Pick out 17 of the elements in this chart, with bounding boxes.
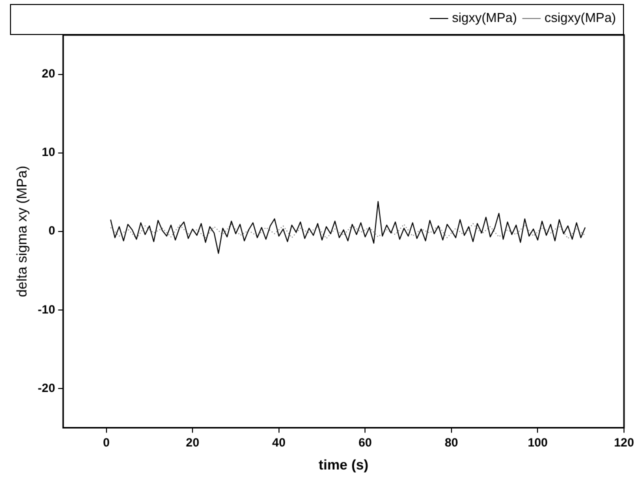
x-tick-label: 0 <box>102 435 110 450</box>
x-tick-label: 20 <box>186 435 200 450</box>
y-axis-title: delta sigma xy (MPa) <box>13 166 30 298</box>
x-tick-label: 120 <box>614 435 634 450</box>
y-tick-label: 20 <box>42 66 56 81</box>
y-tick-label: 0 <box>48 224 56 238</box>
legend-label: csigxy(MPa) <box>544 10 616 26</box>
x-tick-label: 100 <box>528 435 548 450</box>
y-tick-label: 10 <box>42 145 56 160</box>
x-tick-label: 40 <box>272 435 286 450</box>
y-tick-label: -10 <box>38 302 56 316</box>
x-tick-label: 80 <box>444 435 458 450</box>
x-axis-title: time (s) <box>318 456 368 472</box>
line-series <box>110 223 586 239</box>
x-tick-label: 60 <box>358 435 372 450</box>
legend-label: sigxy(MPa) <box>452 10 518 26</box>
y-tick-label: -20 <box>38 380 56 395</box>
